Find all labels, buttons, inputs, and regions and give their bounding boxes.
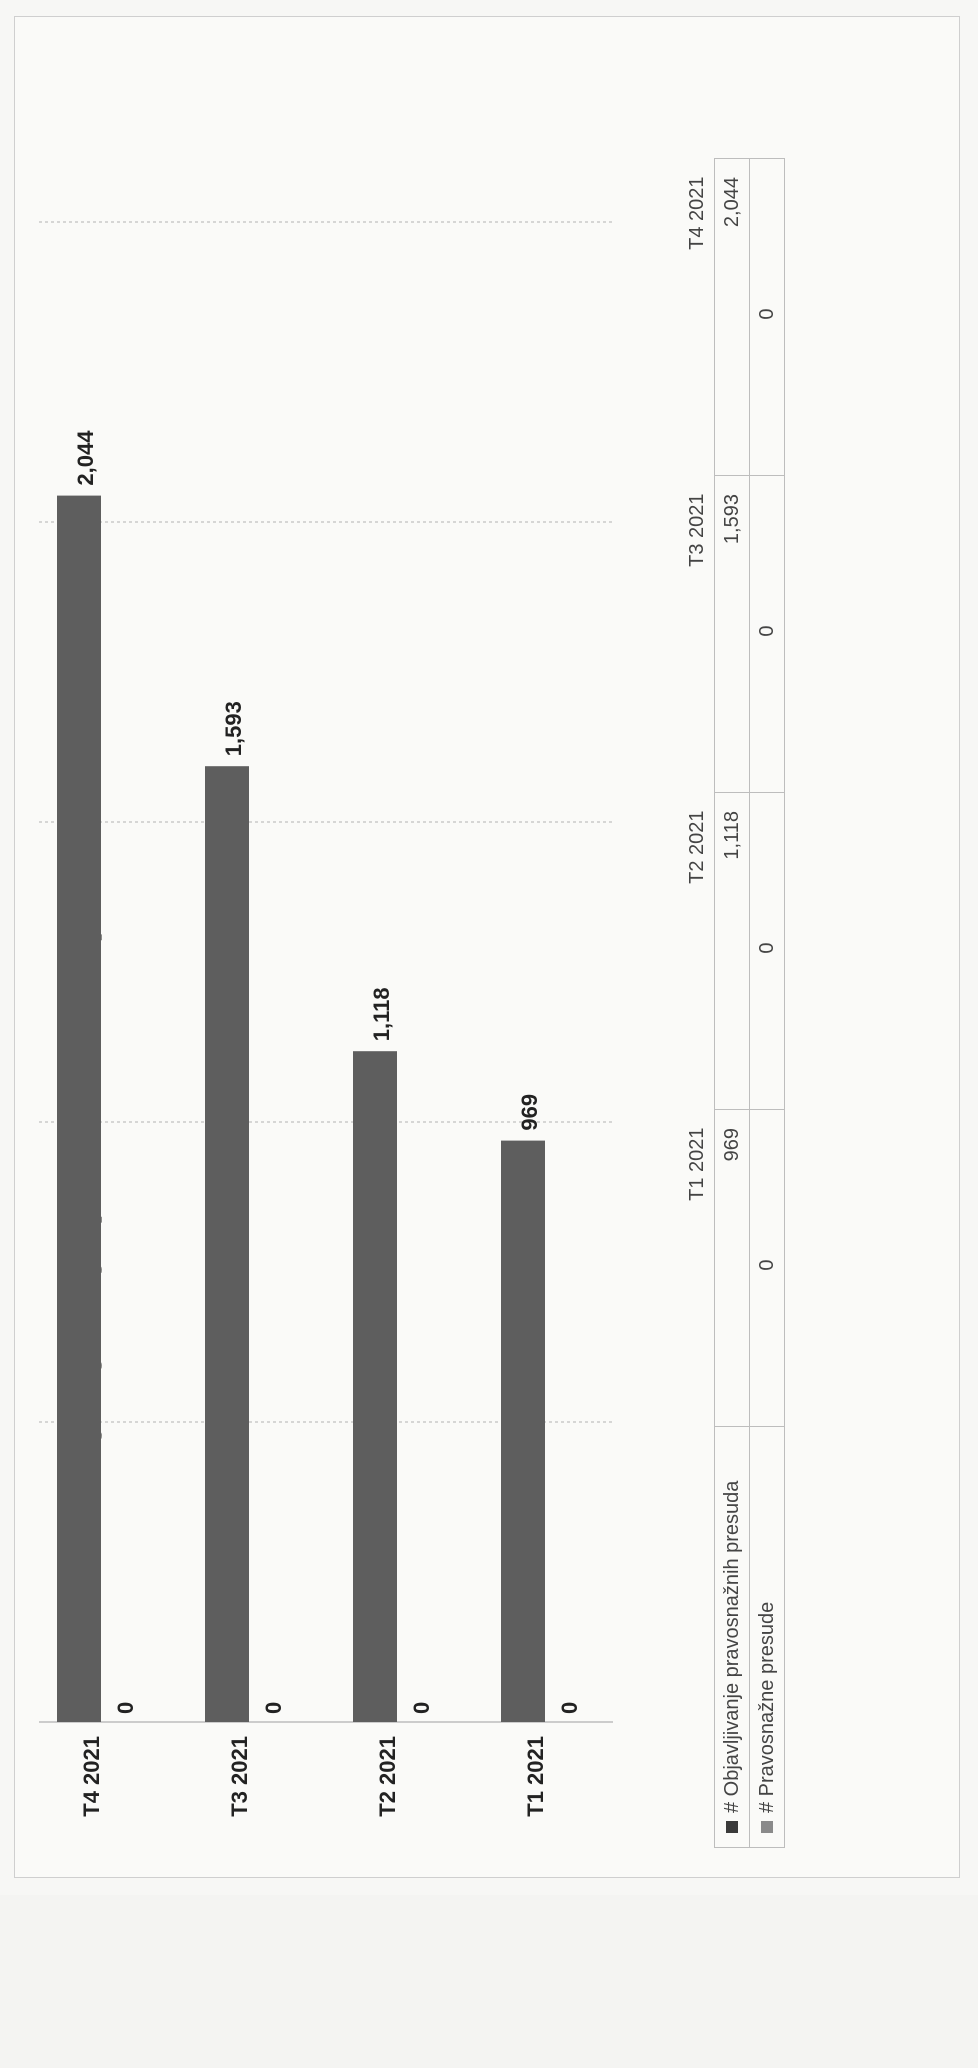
data-table-corner (680, 1426, 715, 1848)
data-table-header: T1 2021 (680, 1109, 715, 1427)
category-label: T4 2021 (79, 1736, 104, 1817)
series-name: # Objavljivanje pravosnažnih presuda (720, 1480, 743, 1813)
bar (57, 495, 101, 1722)
data-table-header: T2 2021 (680, 792, 715, 1110)
bar (501, 1140, 545, 1722)
data-label: 2,044 (73, 430, 98, 486)
data-label: 1,118 (369, 987, 394, 1041)
category-label: T2 2021 (375, 1736, 400, 1817)
data-label: 0 (261, 1702, 286, 1714)
data-table-header: T3 2021 (680, 475, 715, 793)
legend-swatch-icon (761, 1821, 774, 1833)
chart-stage: Objavljivanje pravosnažnih presuda 9690T… (15, 18, 960, 1878)
data-table-header: T4 2021 (680, 158, 715, 476)
data-table-row: # Objavljivanje pravosnažnih presuda 969… (714, 158, 750, 1848)
data-table-cell: 0 (749, 158, 785, 476)
data-table-cell: 2,044 (714, 158, 750, 476)
legend-swatch-icon (726, 1821, 739, 1833)
series-name: # Pravosnažne presude (755, 1601, 778, 1813)
data-table-cell: 969 (714, 1109, 750, 1427)
data-table-row: # Pravosnažne presude 0 0 0 0 (749, 158, 785, 1848)
data-table-series-name: # Pravosnažne presude (749, 1426, 785, 1848)
data-table: T1 2021 T2 2021 T3 2021 T4 2021 # Objavl… (680, 158, 785, 1848)
data-label: 0 (113, 1702, 138, 1714)
chart-plot: 969 0 T1 2021 1,118 0 T2 2021 1,593 0 T3 2021 2,0… (39, 221, 613, 1817)
data-table-cell: 0 (749, 792, 785, 1110)
data-label: 969 (517, 1094, 542, 1131)
data-label: 1,593 (221, 701, 246, 756)
data-table-cell: 1,118 (714, 792, 750, 1110)
chart-frame (14, 16, 960, 1878)
category-label: T1 2021 (523, 1736, 548, 1817)
category-label: T3 2021 (227, 1736, 252, 1817)
data-table-series-name: # Objavljivanje pravosnažnih presuda (714, 1426, 750, 1848)
data-table-cell: 0 (749, 475, 785, 793)
data-table-cell: 1,593 (714, 475, 750, 793)
data-table-cell: 0 (749, 1109, 785, 1427)
data-label: 0 (409, 1702, 434, 1714)
bar (353, 1051, 397, 1722)
page: Objavljivanje pravosnažnih presuda 9690T… (14, 16, 960, 1878)
data-table-header-row: T1 2021 T2 2021 T3 2021 T4 2021 (680, 158, 715, 1848)
bar (205, 766, 249, 1722)
data-label: 0 (557, 1702, 582, 1714)
